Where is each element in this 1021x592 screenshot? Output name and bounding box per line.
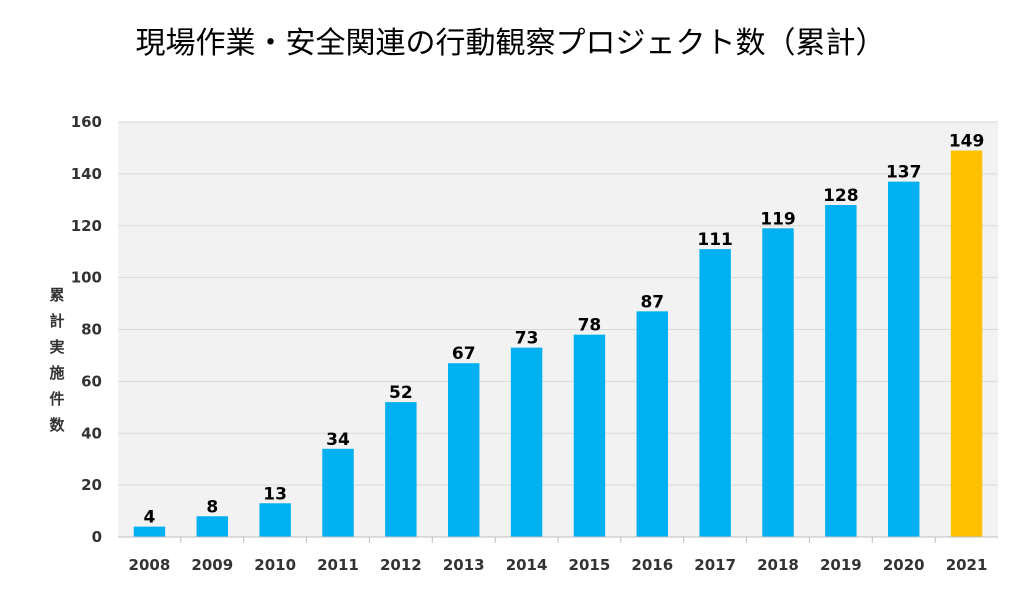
bar — [510, 347, 543, 537]
x-tick-label: 2009 — [191, 556, 233, 574]
data-label: 52 — [389, 383, 413, 403]
y-axis-title-char: 件 — [49, 390, 65, 408]
y-tick-label: 160 — [71, 113, 102, 131]
y-tick-label: 40 — [81, 424, 102, 442]
bar — [762, 228, 794, 537]
bar — [888, 181, 920, 537]
data-label: 87 — [640, 292, 664, 312]
x-tick-label: 2013 — [443, 556, 485, 574]
y-axis-title-char: 累 — [49, 286, 65, 304]
bar — [636, 311, 668, 537]
bar — [133, 526, 166, 537]
data-label: 149 — [949, 132, 985, 152]
y-tick-label: 80 — [81, 321, 102, 339]
x-tick-label: 2020 — [883, 556, 925, 574]
bar — [573, 334, 606, 537]
data-label: 128 — [823, 186, 859, 206]
bar — [699, 249, 731, 537]
data-label: 4 — [144, 508, 156, 528]
y-tick-label: 140 — [71, 165, 102, 183]
x-tick-label: 2017 — [694, 556, 736, 574]
data-label: 73 — [515, 329, 539, 349]
bar — [385, 402, 417, 537]
x-tick-label: 2016 — [631, 556, 673, 574]
x-axis-ticks: 2008 2009 2010 2011 2012 2013 2014 2015 2016 2017… — [129, 537, 988, 574]
x-tick-label: 2011 — [317, 556, 359, 574]
bar — [825, 205, 857, 537]
bar — [196, 516, 228, 537]
x-tick-label: 2018 — [757, 556, 799, 574]
bar — [322, 448, 354, 537]
x-tick-label: 2008 — [129, 556, 171, 574]
bar — [259, 503, 291, 537]
y-axis-title-char: 実 — [49, 338, 65, 356]
chart-title: 現場作業・安全関連の行動観察プロジェクト数（累計） — [135, 26, 886, 61]
x-tick-label: 2019 — [820, 556, 862, 574]
x-tick-label: 2021 — [946, 556, 988, 574]
y-axis-title-char: 計 — [49, 312, 65, 330]
data-label: 8 — [206, 497, 218, 517]
x-tick-label: 2015 — [569, 556, 611, 574]
data-label: 67 — [452, 344, 476, 364]
data-label: 34 — [326, 430, 350, 450]
y-tick-label: 120 — [71, 217, 102, 235]
y-axis-title-char: 数 — [49, 416, 65, 434]
data-label: 13 — [263, 484, 287, 504]
x-tick-label: 2012 — [380, 556, 422, 574]
data-label: 111 — [697, 230, 733, 250]
bar — [950, 150, 983, 537]
y-tick-label: 100 — [71, 269, 102, 287]
y-axis-title: 累計実施件数 — [44, 282, 70, 438]
data-labels: 4 8 13 34 52 67 73 78 87 111 119 128 137 149 — [144, 132, 985, 528]
data-label: 78 — [578, 316, 602, 336]
y-axis-title-char: 施 — [49, 364, 65, 382]
data-label: 119 — [760, 209, 796, 229]
y-tick-label: 20 — [81, 476, 102, 494]
y-axis-ticks: 0 20 40 60 80 100 120 140 160 — [71, 113, 102, 546]
y-tick-label: 0 — [92, 528, 102, 546]
bars — [133, 150, 983, 537]
x-tick-label: 2010 — [254, 556, 296, 574]
y-tick-label: 60 — [81, 372, 102, 390]
bar — [448, 363, 480, 537]
data-label: 137 — [886, 163, 922, 183]
x-tick-label: 2014 — [506, 556, 548, 574]
